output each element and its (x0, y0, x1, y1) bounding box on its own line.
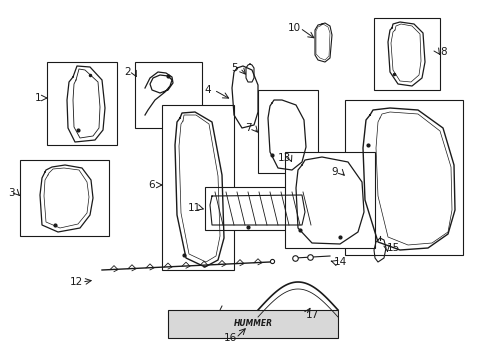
Bar (373, 18, 439, 90)
Bar (258, 90, 317, 173)
Text: HUMMER: HUMMER (233, 320, 272, 328)
Text: 3: 3 (8, 188, 14, 198)
Bar (285, 152, 374, 248)
Text: 4: 4 (204, 85, 211, 95)
Text: 10: 10 (287, 23, 300, 33)
Text: 14: 14 (333, 257, 346, 267)
Text: 6: 6 (148, 180, 155, 190)
Bar (168, 310, 337, 338)
Text: 9: 9 (331, 167, 338, 177)
Bar (20, 160, 109, 236)
Bar (47, 62, 117, 145)
Bar (162, 105, 234, 270)
Text: 7: 7 (244, 123, 251, 133)
Text: 13: 13 (277, 153, 290, 163)
Bar (345, 100, 462, 255)
Text: 2: 2 (124, 67, 131, 77)
Bar (135, 62, 202, 128)
Text: 17: 17 (305, 310, 318, 320)
Text: 5: 5 (230, 63, 237, 73)
Text: 8: 8 (440, 47, 447, 57)
Text: 11: 11 (187, 203, 200, 213)
Text: 16: 16 (223, 333, 236, 343)
Text: 1: 1 (35, 93, 41, 103)
Text: 15: 15 (386, 243, 399, 253)
Text: 12: 12 (69, 277, 82, 287)
Bar (204, 187, 309, 230)
